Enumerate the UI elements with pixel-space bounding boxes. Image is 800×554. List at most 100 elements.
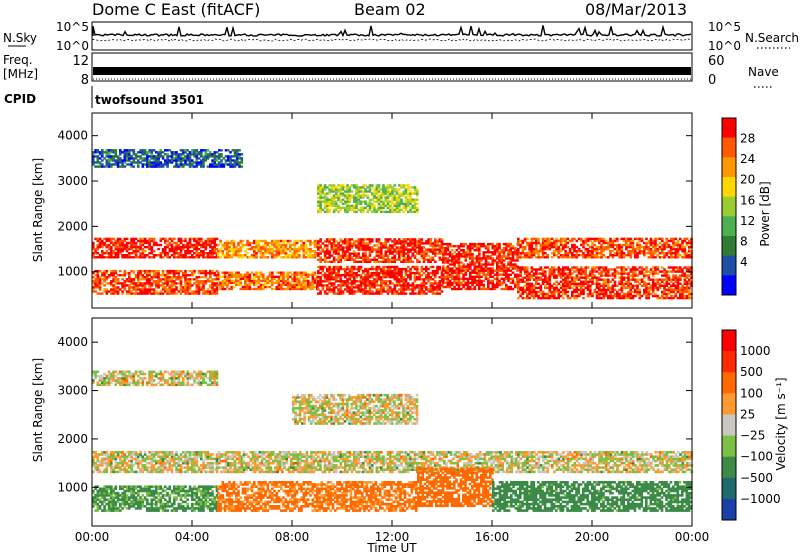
x-tick-1: 04:00	[175, 530, 210, 544]
freq-tick-top: 12	[72, 54, 89, 69]
velocity-colorbar-swatch-1	[722, 351, 736, 373]
velocity-colorbar-tick-7: −1000	[740, 492, 781, 506]
cpid-strip: CPID twofsound 3501	[4, 86, 204, 108]
power-colorbar-swatch-3	[722, 177, 736, 197]
power-band-7	[517, 237, 693, 259]
velocity-y-axis: 1000 2000 3000 4000	[57, 335, 692, 494]
power-colorbar-swatch-1	[722, 137, 736, 158]
velocity-band-2	[217, 481, 418, 512]
velocity-band-4	[492, 481, 693, 512]
power-ytick-0: 1000	[57, 265, 88, 279]
freq-trace	[93, 67, 691, 75]
power-band-1	[92, 269, 219, 295]
power-colorbar-swatch-4	[722, 196, 736, 217]
velocity-panel: 1000 2000 3000 4000 Slant Range [km] 1000 50…	[31, 113, 788, 554]
nsky-tick-top: 10^5	[56, 20, 89, 34]
velocity-band-6	[92, 370, 219, 387]
power-band-6	[442, 242, 519, 291]
power-colorbar: 28 24 20 16 12 8 4	[721, 117, 755, 296]
velocity-colorbar-swatch-6	[722, 456, 736, 479]
nsearch-trace	[92, 38, 692, 42]
nave-tick-bottom: 0	[708, 73, 716, 88]
velocity-cells	[92, 370, 694, 512]
power-colorbar-swatch-5	[722, 216, 736, 237]
power-colorbar-tick-6: 4	[740, 255, 748, 269]
freq-tick-bottom: 8	[81, 73, 89, 88]
freq-unit: [MHz]	[3, 67, 38, 81]
x-tick-4: 16:00	[475, 530, 510, 544]
power-colorbar-tick-4: 12	[740, 214, 755, 228]
power-colorbar-tick-3: 16	[740, 193, 755, 207]
velocity-colorbar-swatch-7	[722, 477, 736, 500]
velocity-band-5	[292, 393, 419, 425]
power-panel: 1000 2000 3000 4000 Slant Range [km] 28 24 20…	[31, 112, 772, 309]
power-band-0	[92, 237, 219, 259]
power-band-2	[217, 239, 319, 259]
power-y-axis: 1000 2000 3000 4000	[57, 129, 692, 279]
power-ytick-3: 4000	[57, 129, 88, 143]
velocity-colorbar-tick-4: −25	[740, 429, 765, 443]
power-band-3	[217, 271, 319, 291]
power-band-8	[517, 266, 693, 300]
nsky-label: N.Sky	[3, 31, 37, 45]
velocity-colorbar-swatch-0	[722, 330, 736, 352]
velocity-colorbar-tick-5: −100	[740, 450, 773, 464]
cpid-label: CPID	[4, 92, 36, 106]
beam-title: Beam 02	[354, 0, 426, 19]
freq-label: Freq.	[3, 53, 33, 67]
nave-label: Nave	[748, 65, 779, 79]
velocity-colorbar-tick-6: −500	[740, 471, 773, 485]
time-x-axis: 00:00 04:00 08:00 12:00 16:00 20:00 00:00	[75, 113, 710, 544]
power-ytick-2: 3000	[57, 174, 88, 188]
velocity-ytick-3: 4000	[57, 335, 88, 349]
velocity-colorbar-swatch-5	[722, 435, 736, 457]
station-title: Dome C East (fitACF)	[92, 0, 261, 19]
power-colorbar-swatch-8	[722, 275, 736, 296]
velocity-band-3	[417, 467, 494, 508]
x-tick-6: 00:00	[675, 530, 710, 544]
power-band-4	[317, 238, 444, 263]
date-title: 08/Mar/2013	[585, 0, 688, 19]
power-colorbar-tick-1: 24	[740, 152, 755, 166]
x-tick-0: 00:00	[75, 530, 110, 544]
velocity-colorbar-swatch-3	[722, 393, 736, 415]
power-y-label: Slant Range [km]	[31, 158, 45, 262]
nsearch-tick-top: 10^5	[708, 20, 741, 34]
power-colorbar-tick-0: 28	[740, 132, 755, 146]
nsky-trace	[92, 24, 692, 38]
power-colorbar-tick-5: 8	[740, 234, 748, 248]
velocity-colorbar: 1000 500 100 25 −25 −100 −500 −1000	[721, 329, 781, 521]
velocity-colorbar-label: Velocity [m s⁻¹]	[774, 377, 788, 470]
velocity-colorbar-tick-2: 100	[740, 386, 763, 400]
power-colorbar-swatch-2	[722, 157, 736, 178]
nsky-tick-bottom: 10^0	[56, 39, 89, 53]
velocity-ytick-0: 1000	[57, 480, 88, 494]
x-tick-3: 12:00	[375, 530, 410, 544]
freq-strip: Freq. [MHz] 12 8 60 0 Nave	[3, 52, 779, 88]
nsearch-label: N.Search	[745, 31, 799, 45]
nsearch-tick-bottom: 10^0	[708, 39, 741, 53]
velocity-y-label: Slant Range [km]	[31, 358, 45, 462]
x-tick-2: 08:00	[275, 530, 310, 544]
power-band-10	[92, 149, 244, 168]
x-axis-label: Time UT	[366, 541, 417, 554]
nsky-strip: N.Sky 10^5 10^0 10^5 10^0 N.Search	[3, 20, 799, 53]
power-colorbar-swatch-6	[722, 236, 736, 256]
velocity-colorbar-tick-0: 1000	[740, 344, 771, 358]
velocity-band-0	[92, 451, 694, 474]
power-ytick-1: 2000	[57, 219, 88, 233]
velocity-ytick-2: 3000	[57, 384, 88, 398]
velocity-colorbar-swatch-4	[722, 414, 736, 436]
velocity-colorbar-tick-3: 25	[740, 407, 755, 421]
velocity-colorbar-swatch-2	[722, 372, 736, 394]
x-tick-5: 20:00	[575, 530, 610, 544]
velocity-ytick-1: 2000	[57, 432, 88, 446]
power-colorbar-swatch-0	[722, 118, 736, 138]
power-colorbar-label: Power [dB]	[758, 181, 772, 246]
power-colorbar-swatch-7	[722, 255, 736, 276]
power-colorbar-tick-2: 20	[740, 173, 755, 187]
velocity-colorbar-tick-1: 500	[740, 365, 763, 379]
cpid-value: twofsound 3501	[95, 93, 204, 107]
power-band-5	[317, 265, 444, 295]
